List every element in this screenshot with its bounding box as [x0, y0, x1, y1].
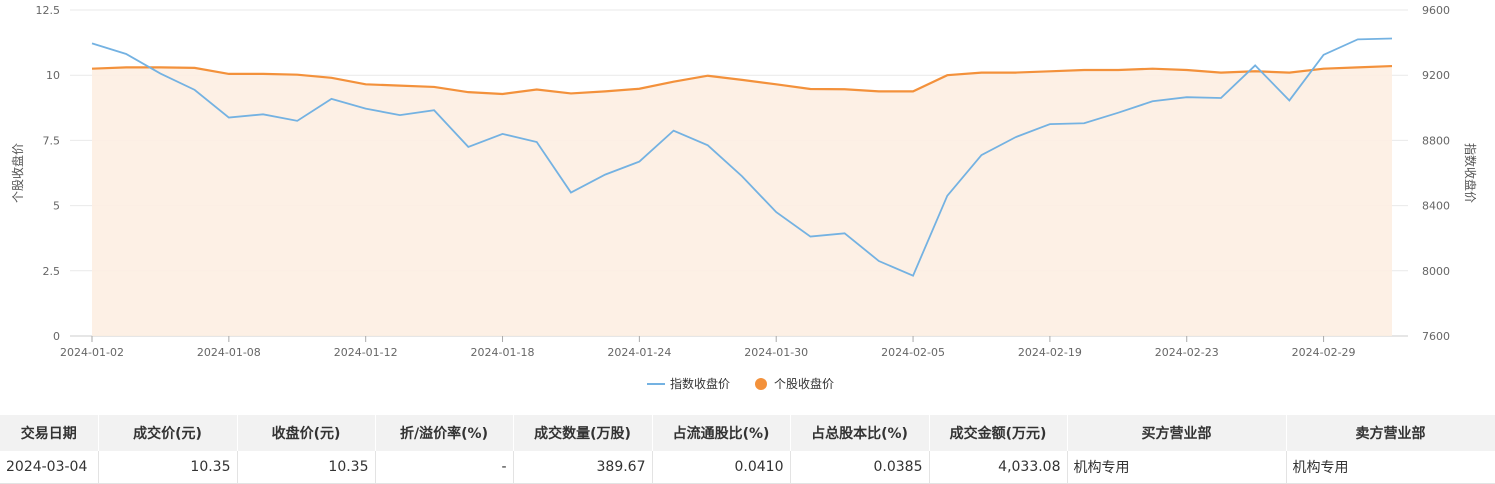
cell-trade-date: 2024-03-04	[0, 451, 99, 484]
y-right-tick-label: 8800	[1422, 134, 1450, 147]
stock-area-fill	[92, 66, 1392, 337]
cell-close-price: 10.35	[237, 451, 376, 484]
x-tick-label: 2024-01-08	[197, 346, 261, 359]
x-tick-label: 2024-01-18	[471, 346, 535, 359]
x-tick-label: 2024-02-05	[881, 346, 945, 359]
cell-amount: 4,033.08	[929, 451, 1068, 484]
x-tick-label: 2024-02-29	[1292, 346, 1356, 359]
y-right-tick-label: 8400	[1422, 200, 1450, 213]
y-left-tick-label: 12.5	[36, 4, 61, 17]
cell-volume: 389.67	[513, 451, 653, 484]
stock-close-line	[91, 64, 1393, 96]
y-right-tick-label: 8000	[1422, 265, 1450, 278]
chart-container: 0 2.5 5 7.5 10 12.5 7600 8000 8400 8800 9200 9600 个股…	[10, 4, 1478, 391]
x-tick-label: 2024-01-30	[744, 346, 808, 359]
header-deal-price: 成交价(元)	[98, 415, 238, 451]
header-volume: 成交数量(万股)	[513, 415, 653, 451]
cell-float-share-ratio: 0.0410	[652, 451, 791, 484]
cell-premium-rate: -	[375, 451, 514, 484]
x-tick-label: 2024-01-12	[334, 346, 398, 359]
y-right-tick-label: 7600	[1422, 330, 1450, 343]
cell-buyer: 机构专用	[1067, 451, 1287, 484]
header-trade-date: 交易日期	[0, 415, 99, 451]
cell-total-share-ratio: 0.0385	[790, 451, 930, 484]
y-left-tick-label: 7.5	[43, 134, 61, 147]
header-buyer: 买方营业部	[1067, 415, 1287, 451]
x-tick-label: 2024-01-02	[60, 346, 124, 359]
y-right-axis-title: 指数收盘价	[1463, 143, 1478, 203]
x-tick-label: 2024-02-19	[1018, 346, 1082, 359]
cell-deal-price: 10.35	[98, 451, 238, 484]
table-header-row: 交易日期 成交价(元) 收盘价(元) 折/溢价率(%) 成交数量(万股) 占流通…	[0, 415, 1495, 451]
block-trade-table: 交易日期 成交价(元) 收盘价(元) 折/溢价率(%) 成交数量(万股) 占流通…	[0, 415, 1495, 484]
y-left-tick-label: 5	[53, 200, 60, 213]
y-left-tick-label: 2.5	[43, 265, 61, 278]
header-premium-rate: 折/溢价率(%)	[375, 415, 514, 451]
legend-stock-swatch	[755, 378, 767, 390]
legend-index-label: 指数收盘价	[670, 376, 730, 391]
y-left-tick-label: 10	[46, 69, 60, 82]
index-close-line	[91, 37, 1393, 277]
line-chart: 0 2.5 5 7.5 10 12.5 7600 8000 8400 8800 9200 9600 个股…	[10, 4, 1478, 391]
x-tick-label: 2024-02-23	[1155, 346, 1219, 359]
header-total-share-ratio: 占总股本比(%)	[790, 415, 930, 451]
header-seller: 卖方营业部	[1286, 415, 1495, 451]
y-right-tick-label: 9600	[1422, 4, 1450, 17]
header-float-share-ratio: 占流通股比(%)	[652, 415, 791, 451]
header-amount: 成交金额(万元)	[929, 415, 1068, 451]
y-left-axis-title: 个股收盘价	[10, 143, 25, 203]
table-row: 2024-03-04 10.35 10.35 - 389.67 0.0410 0…	[0, 451, 1495, 484]
legend-stock-label: 个股收盘价	[774, 376, 834, 391]
x-tick-label: 2024-01-24	[607, 346, 671, 359]
cell-seller: 机构专用	[1286, 451, 1495, 484]
y-left-tick-label: 0	[53, 330, 60, 343]
header-close-price: 收盘价(元)	[237, 415, 376, 451]
y-right-tick-label: 9200	[1422, 69, 1450, 82]
